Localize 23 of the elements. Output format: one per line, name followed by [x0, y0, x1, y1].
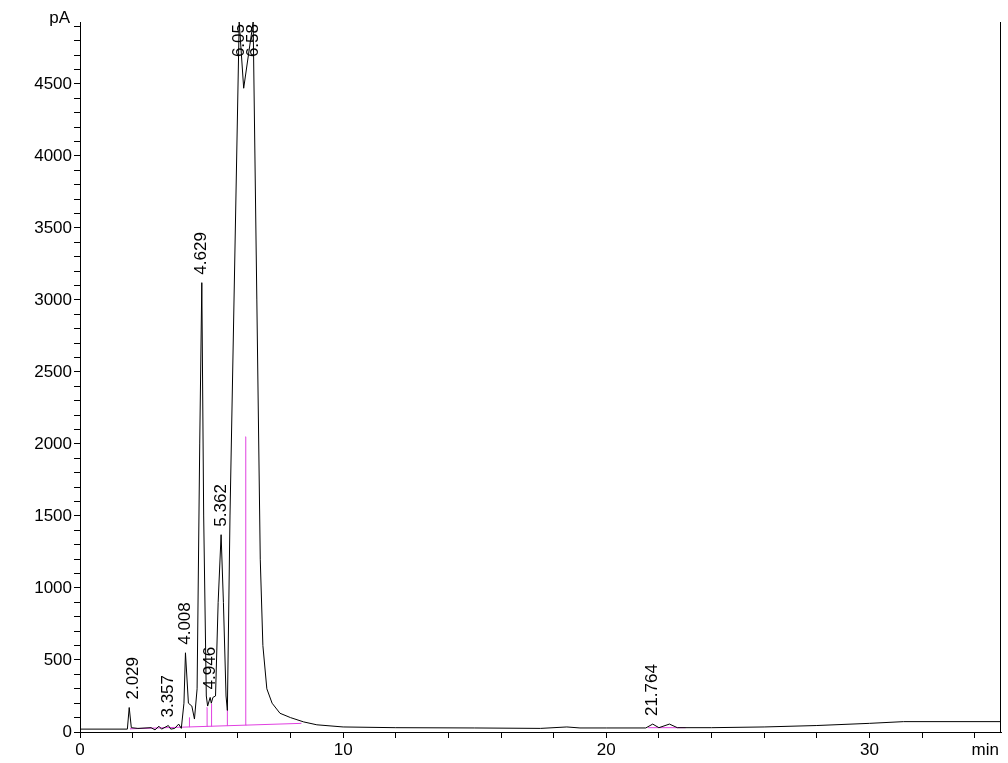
annotation: 4.629 [191, 232, 211, 275]
annotation: 5.362 [210, 484, 230, 527]
annotation: 4.946 [199, 646, 219, 690]
y-tick-label: 1000 [34, 577, 72, 597]
y-tick-label: 1500 [34, 505, 72, 525]
y-tick-label: 4000 [34, 145, 72, 165]
x-tick-label: 10 [333, 739, 353, 759]
annotation: 4.008 [175, 602, 195, 645]
x-axis-title: min [971, 740, 999, 760]
y-tick-label: 0 [62, 721, 72, 741]
y-tick-label: 2500 [34, 361, 72, 381]
annotation: 3.357 [158, 674, 178, 718]
annotation: 21.764 [642, 664, 662, 717]
y-tick-label: 3500 [34, 217, 72, 237]
x-tick-label: 20 [596, 739, 616, 759]
y-axis-title: pA [49, 7, 71, 27]
x-tick-label: 30 [859, 739, 879, 759]
x-tick-label: 0 [75, 739, 85, 759]
y-tick-label: 2000 [34, 433, 72, 453]
annotation: 2.029 [123, 656, 143, 700]
y-tick-label: 500 [43, 649, 72, 669]
y-tick-label: 3000 [34, 289, 72, 309]
y-tick-label: 4500 [34, 73, 72, 93]
